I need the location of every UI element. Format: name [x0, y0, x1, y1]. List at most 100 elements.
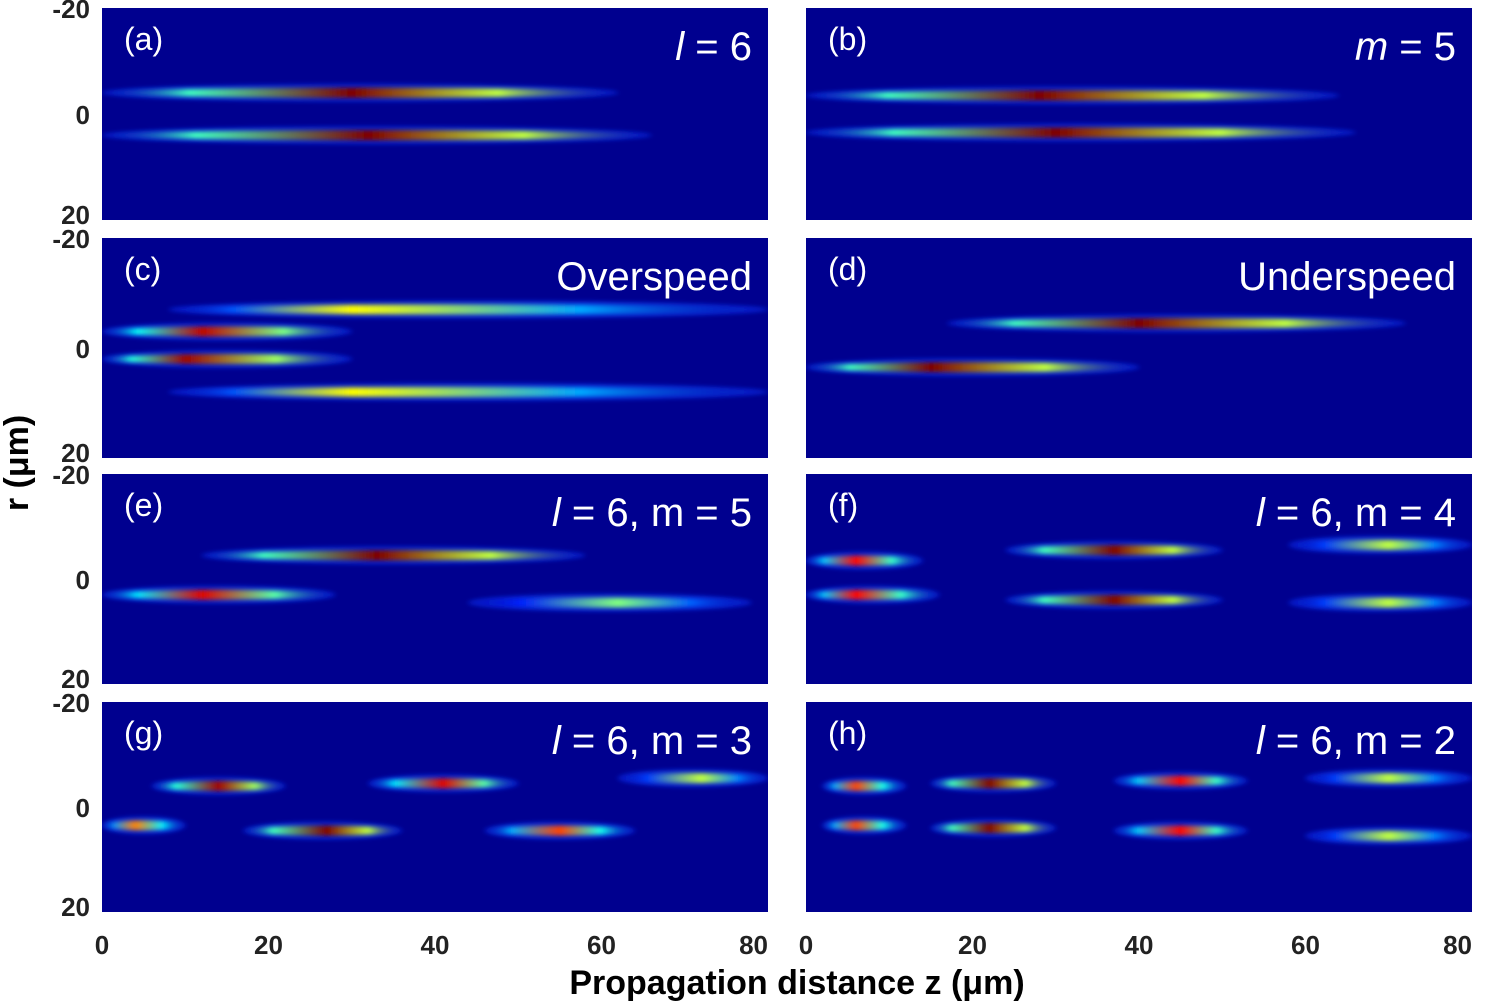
- beam-core: [1305, 773, 1472, 784]
- beam-core: [806, 589, 940, 600]
- x-tick-label: 40: [421, 930, 450, 960]
- beam-core: [368, 778, 519, 789]
- y-tick-label: 20: [61, 664, 90, 694]
- beam-core: [1305, 830, 1472, 841]
- beam-core: [102, 354, 352, 364]
- beam-core: [102, 130, 652, 141]
- beams: [102, 546, 752, 612]
- panel-title: Overspeed: [556, 255, 752, 299]
- panel-f: (f) l = 6, m = 4: [806, 474, 1472, 684]
- panel-title-variable: l: [675, 25, 685, 69]
- panel-title-text: = 6, m = 3: [561, 719, 752, 763]
- panel-background: [102, 702, 768, 912]
- panel-h: (h) l = 6, m = 2: [806, 702, 1472, 912]
- beam-core: [151, 781, 286, 791]
- beam-core: [1288, 597, 1472, 608]
- beam-core: [1005, 545, 1223, 556]
- panel-e: (e) l = 6, m = 5: [102, 474, 768, 684]
- panel-title: l = 6: [675, 25, 752, 69]
- beams: [806, 314, 1406, 377]
- beam-core: [822, 820, 906, 831]
- panel-g: (g) l = 6, m = 3: [102, 702, 768, 912]
- panel-d: (d) Underspeed: [806, 238, 1472, 458]
- y-tick-label: 0: [76, 565, 90, 595]
- beam-core: [102, 589, 336, 600]
- panel-title-text: = 6, m = 2: [1265, 719, 1456, 763]
- panel-label: (c): [124, 251, 161, 287]
- panel-background: [806, 474, 1472, 684]
- beams: [102, 83, 652, 145]
- beams: [806, 535, 1472, 612]
- panel-background: [806, 238, 1472, 458]
- x-tick-label: 60: [1291, 930, 1320, 960]
- y-tick-label: 0: [76, 793, 90, 823]
- y-tick-label: -20: [52, 0, 90, 24]
- beam-core: [201, 550, 585, 561]
- beam-core: [806, 555, 923, 566]
- panel-title-text: = 6, m = 4: [1265, 491, 1456, 535]
- panel-title-variable: l: [1256, 491, 1266, 535]
- x-tick-label: 80: [1443, 930, 1472, 960]
- beam-core: [806, 90, 1339, 101]
- beam-core: [930, 778, 1056, 789]
- panel-title: l = 6, m = 2: [1256, 719, 1456, 763]
- panel-title-text: = 6, m = 5: [561, 491, 752, 535]
- x-tick-label: 40: [1125, 930, 1154, 960]
- panel-background: [102, 8, 768, 220]
- beam-core: [618, 773, 768, 784]
- beam-core: [806, 127, 1356, 138]
- panel-title-variable: m: [1355, 25, 1388, 69]
- beam-core: [1114, 825, 1248, 836]
- x-axis-label: Propagation distance z (μm): [569, 964, 1024, 1002]
- beam-core: [1288, 539, 1472, 550]
- y-tick-label: 20: [61, 892, 90, 922]
- panel-label: (h): [828, 715, 867, 751]
- x-tick-label: 80: [739, 930, 768, 960]
- y-tick-label: -20: [52, 688, 90, 718]
- panel-title: m = 5: [1355, 25, 1456, 69]
- panel-title-variable: l: [552, 719, 562, 763]
- beam-core: [822, 781, 906, 791]
- beams: [102, 300, 768, 401]
- panel-label: (d): [828, 251, 867, 287]
- panel-b: (b) m = 5: [806, 8, 1472, 220]
- beams: [102, 769, 768, 840]
- y-tick-label: 0: [76, 100, 90, 130]
- panel-title: l = 6, m = 3: [552, 719, 752, 763]
- panel-a: (a) l = 6: [102, 8, 768, 220]
- panel-title-variable: l: [552, 491, 562, 535]
- panel-background: [102, 238, 768, 458]
- panel-title-text: Underspeed: [1238, 255, 1456, 299]
- panel-c: (c) Overspeed: [102, 238, 768, 458]
- beam-core: [930, 823, 1056, 833]
- panel-title-text: = 5: [1388, 25, 1456, 69]
- panel-label: (e): [124, 487, 163, 523]
- panel-label: (b): [828, 21, 867, 57]
- beam-core: [484, 825, 635, 836]
- panel-background: [806, 8, 1472, 220]
- beam-core: [947, 318, 1406, 329]
- panel-title-text: Overspeed: [556, 255, 752, 299]
- beam-core: [1114, 775, 1248, 786]
- beam-core: [102, 820, 186, 831]
- x-tick-label: 20: [958, 930, 987, 960]
- beam-core: [168, 304, 768, 315]
- panel-label: (g): [124, 715, 163, 751]
- y-tick-label: 20: [61, 438, 90, 468]
- y-tick-label: -20: [52, 224, 90, 254]
- beam-core: [168, 387, 768, 397]
- panel-title-variable: l: [1256, 719, 1266, 763]
- y-tick-label: 20: [61, 200, 90, 230]
- x-tick-label: 0: [799, 930, 813, 960]
- panel-label: (f): [828, 487, 858, 523]
- panels: (a) l = 6 (b) m = 5 (c) Overspeed (d) Underspee…: [102, 8, 1472, 912]
- beams: [806, 86, 1356, 142]
- x-tick-label: 20: [254, 930, 283, 960]
- panel-title: l = 6, m = 5: [552, 491, 752, 535]
- beams: [822, 769, 1472, 845]
- panel-background: [102, 474, 768, 684]
- panel-background: [806, 702, 1472, 912]
- y-axis-label: r (μm): [0, 415, 36, 511]
- y-tick-label: -20: [52, 460, 90, 490]
